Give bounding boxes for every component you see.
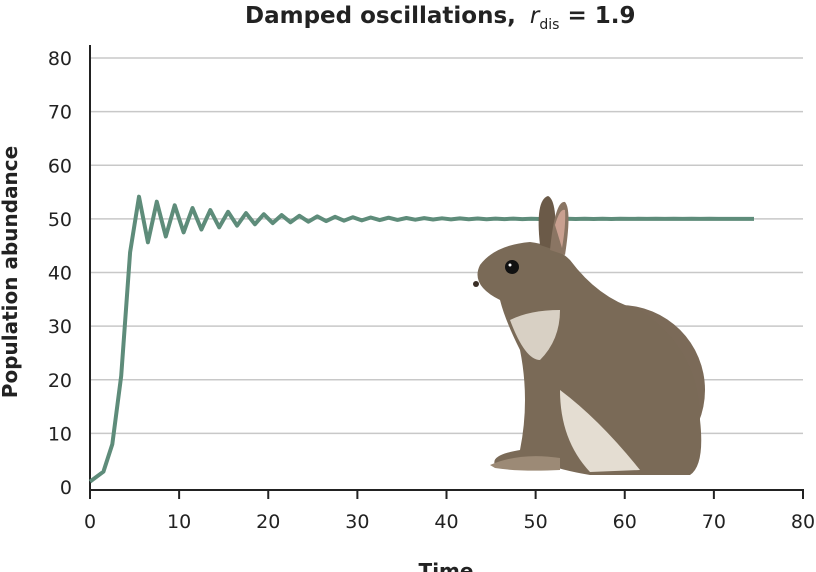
- y-tick-label: 10: [48, 423, 72, 445]
- chart-title: Damped oscillations, rdis = 1.9: [245, 3, 635, 33]
- series-line: [88, 194, 754, 484]
- y-tick-label: 50: [48, 209, 72, 231]
- y-tick-label: 60: [48, 155, 72, 177]
- y-tick-label: 0: [60, 477, 72, 499]
- x-tick-label: 50: [524, 511, 548, 533]
- x-tick-label: 40: [434, 511, 458, 533]
- x-tick-label: 10: [167, 511, 191, 533]
- x-tick-label: 20: [256, 511, 280, 533]
- x-tick-label: 80: [791, 511, 815, 533]
- x-tick-label: 60: [613, 511, 637, 533]
- y-axis-label: Population abundance: [0, 146, 22, 398]
- x-tick-label: 70: [702, 511, 726, 533]
- y-tick-label: 20: [48, 370, 72, 392]
- x-tick-label: 30: [345, 511, 369, 533]
- y-tick-label: 80: [48, 48, 72, 70]
- rabbit-illustration: [473, 196, 705, 475]
- x-tick-label: 0: [84, 511, 96, 533]
- y-tick-label: 30: [48, 316, 72, 338]
- y-tick-label: 70: [48, 102, 72, 124]
- y-tick-label: 40: [48, 263, 72, 285]
- x-axis-label: Time: [419, 559, 474, 572]
